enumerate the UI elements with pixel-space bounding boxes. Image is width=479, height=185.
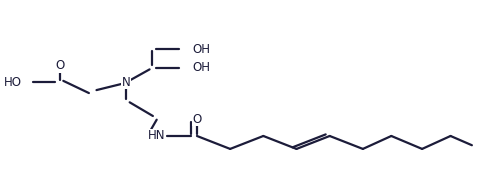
Text: O: O [193, 113, 202, 126]
Text: HN: HN [148, 130, 165, 142]
Text: OH: OH [192, 61, 210, 74]
Text: HO: HO [4, 76, 22, 89]
Text: N: N [122, 76, 130, 89]
Text: O: O [55, 59, 64, 72]
Text: OH: OH [192, 43, 210, 56]
